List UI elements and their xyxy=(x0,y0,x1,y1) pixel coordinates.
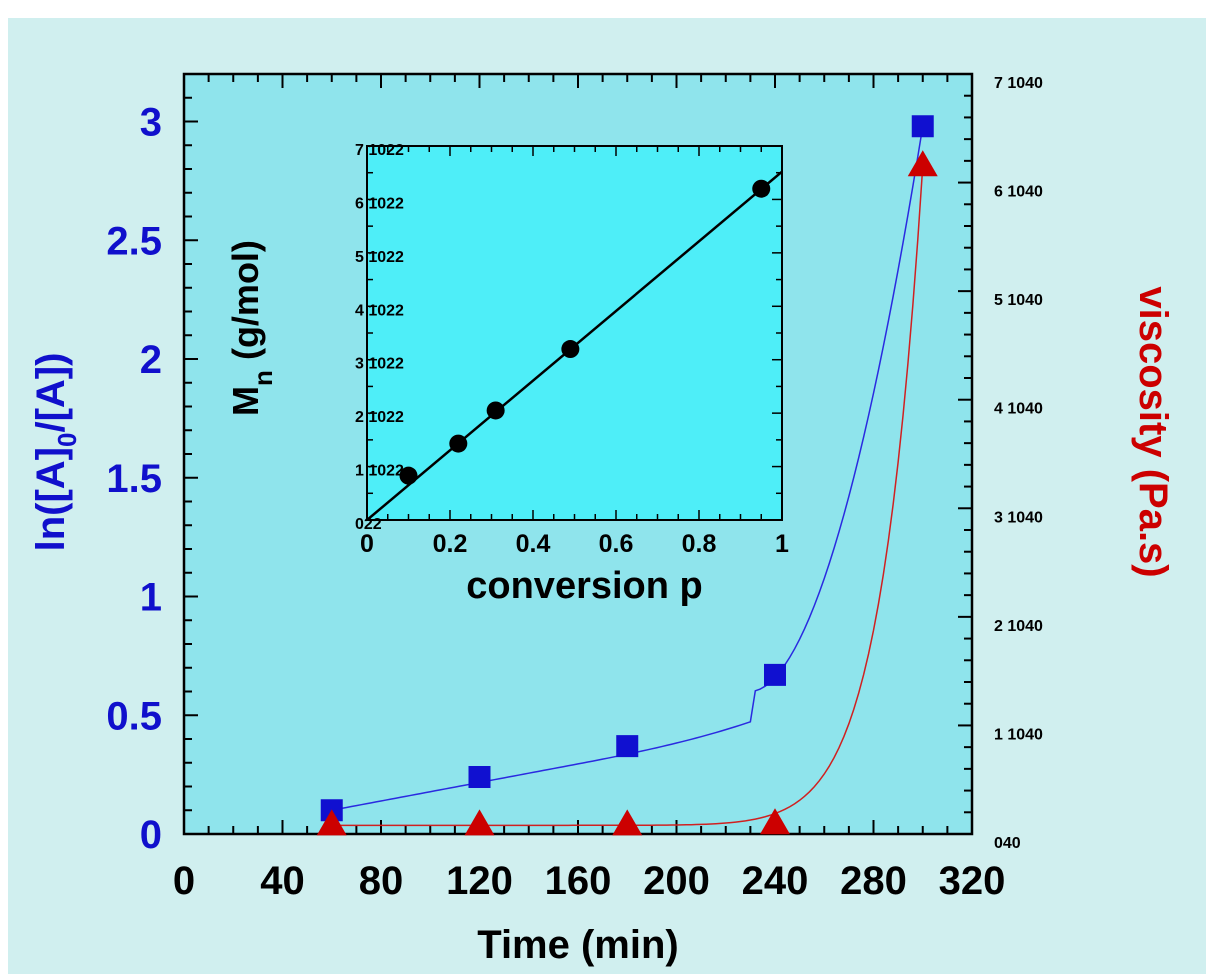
inset-series-point xyxy=(752,179,771,198)
inset-series-point xyxy=(561,340,580,359)
inset-x-tick-label: 0 xyxy=(360,530,374,558)
series-2-point xyxy=(316,809,347,836)
series-2-point xyxy=(464,809,495,836)
series-1-point xyxy=(468,766,491,788)
inset-x-tick-label: 0.6 xyxy=(599,530,634,558)
y-left-axis-title: ln([A]0/[A]) xyxy=(29,353,82,552)
chart_data.1.y_ticks.2: 2 1022 xyxy=(355,409,404,426)
chart_data.1.y_ticks.3: 3 1022 xyxy=(355,356,404,373)
y-left-tick-label: 2.5 xyxy=(106,219,162,263)
chart_data.0.y_right_ticks.6: 6 1040 xyxy=(994,184,1043,201)
y-left-tick-label: 3 xyxy=(140,101,162,145)
inset-plot-frame xyxy=(366,145,783,521)
x-tick-label: 320 xyxy=(939,859,1006,903)
series-2-point xyxy=(907,150,938,177)
x-tick-label: 40 xyxy=(260,859,305,903)
x-tick-label: 80 xyxy=(359,859,404,903)
inset-x-tick-label: 0.2 xyxy=(433,530,468,558)
x-tick-label: 280 xyxy=(840,859,907,903)
series-2-point xyxy=(612,809,643,836)
chart_data.1.y_ticks.4: 4 1022 xyxy=(355,302,404,319)
chart_data.0.y_right_ticks.0: 040 xyxy=(994,835,1021,852)
inset-series-point xyxy=(486,401,505,420)
inset-series-point xyxy=(399,466,418,485)
chart_data.1.y_ticks.1: 1 1022 xyxy=(355,463,404,480)
y-left-tick-label: 0.5 xyxy=(106,694,162,738)
chart_data.1.y_ticks.7: 7 1022 xyxy=(355,142,404,159)
inset-x-tick-label: 1 xyxy=(775,530,789,558)
inset-x-tick-label: 0.4 xyxy=(516,530,551,558)
chart_data.1.y_ticks.5: 5 1022 xyxy=(355,249,404,266)
main-plot-frame xyxy=(182,72,974,836)
x-tick-label: 240 xyxy=(742,859,809,903)
chart_data.0.y_right_ticks.3: 3 1040 xyxy=(994,509,1043,526)
x-tick-label: 120 xyxy=(446,859,513,903)
y-left-tick-label: 1.5 xyxy=(106,457,162,501)
inset-y-axis-title: Mn (g/mol) xyxy=(225,240,278,416)
y-right-axis-title: viscosity (Pa.s) xyxy=(1131,286,1175,577)
chart_data.0.y_right_ticks.5: 5 1040 xyxy=(994,292,1043,309)
chart_data.0.y_right_ticks.1: 1 1040 xyxy=(994,726,1043,743)
y-left-tick-label: 2 xyxy=(140,338,162,382)
series-1-point xyxy=(764,663,786,686)
inset-series-point xyxy=(449,434,468,453)
chart_data.0.y_right_ticks.4: 4 1040 xyxy=(994,401,1043,418)
inset-x-tick-label: 0.8 xyxy=(682,530,717,558)
chart_data.0.y_right_ticks.2: 2 1040 xyxy=(994,618,1043,635)
series-1-point xyxy=(911,115,934,138)
chart_data.1.y_ticks.6: 6 1022 xyxy=(355,195,404,212)
series-1-point xyxy=(616,735,639,758)
x-tick-label: 160 xyxy=(545,859,612,903)
series-2-point xyxy=(760,808,790,835)
y-left-tick-label: 0 xyxy=(140,813,162,857)
inset-plot-area xyxy=(367,146,782,520)
x-axis-title: Time (min) xyxy=(477,923,679,967)
y-left-tick-label: 1 xyxy=(140,576,162,620)
chart_data.0.y_right_ticks.7: 7 1040 xyxy=(994,75,1043,92)
inset-x-axis-title: conversion p xyxy=(466,565,703,607)
x-tick-label: 0 xyxy=(173,859,195,903)
x-tick-label: 200 xyxy=(643,859,710,903)
